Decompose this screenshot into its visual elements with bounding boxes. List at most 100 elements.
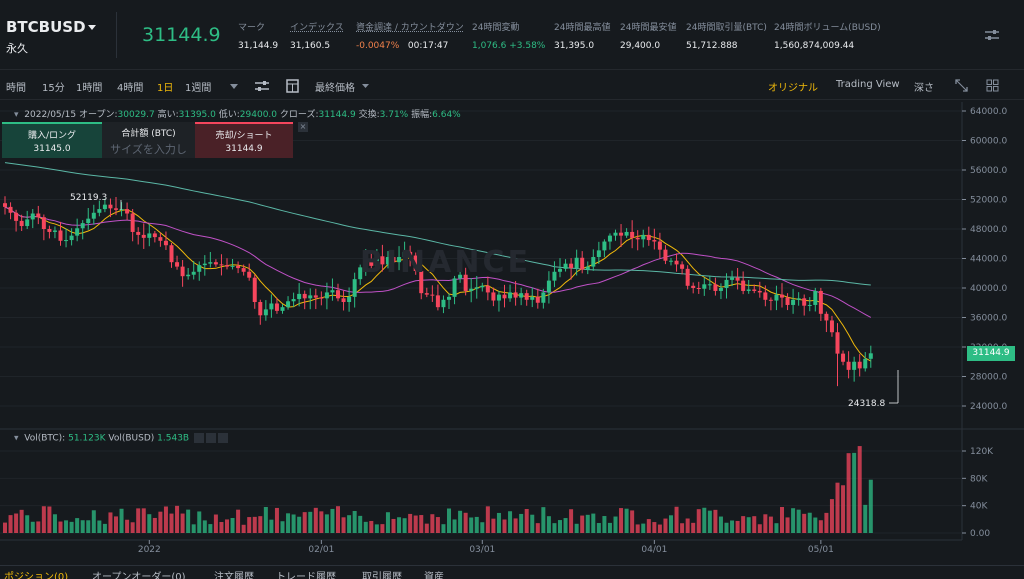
candle-body [691, 285, 696, 288]
buy-long-button[interactable]: 購入/ロング 31145.0 [2, 122, 102, 158]
candle-body [757, 290, 762, 293]
candle-body [619, 232, 624, 236]
tab-transaction-history[interactable]: 取引履歴 [362, 572, 402, 579]
volume-bar [452, 519, 457, 533]
stat-index[interactable]: インデックス 31,160.5 [290, 23, 344, 51]
indicator-settings-icon[interactable] [254, 80, 270, 93]
interval-time[interactable]: 時間 [6, 83, 26, 94]
interval-4h[interactable]: 4時間 [117, 83, 144, 94]
volume-bar [308, 511, 313, 533]
symbol-dropdown-icon[interactable] [88, 25, 96, 30]
candle-body [236, 265, 241, 269]
volume-bar [130, 522, 135, 533]
tab-trade-history[interactable]: トレード履歴 [276, 572, 336, 579]
candle-body [791, 299, 796, 305]
candle-body [591, 257, 596, 267]
volume-remove-icon[interactable] [217, 433, 228, 443]
interval-1w[interactable]: 1週間 [185, 83, 212, 94]
price-type-select[interactable]: 最終価格 [315, 83, 355, 94]
bottom-tabs: ポジション(0) オープンオーダー(0) 注文履歴 トレード履歴 取引履歴 資産 [0, 566, 1024, 579]
volume-bar [702, 507, 707, 533]
view-tradingview[interactable]: Trading View [836, 79, 900, 90]
volume-tick-label: 0.00 [970, 529, 990, 539]
time-tick-label: 05/01 [808, 545, 834, 555]
volume-bar [680, 523, 685, 533]
price-type-chevron-icon[interactable] [362, 84, 369, 89]
candle-body [480, 285, 485, 288]
stat-mark: マーク 31,144.9 [238, 23, 279, 51]
volume-bar [685, 518, 690, 533]
size-input[interactable]: サイズを入力し [110, 143, 187, 156]
candle-body [369, 260, 374, 266]
interval-1d[interactable]: 1日 [157, 83, 174, 94]
candle-body [141, 234, 146, 238]
close-order-panel-icon[interactable]: × [298, 122, 308, 132]
volume-bar [441, 524, 446, 533]
candle-body [563, 263, 568, 269]
candle-body [669, 260, 673, 262]
time-axis: 2022 02/01 03/01 04/01 05/01 [138, 540, 834, 555]
volume-bar [829, 499, 834, 533]
volume-bar [469, 517, 474, 533]
settings-sliders-icon[interactable] [984, 28, 1000, 42]
candle-body [352, 279, 357, 297]
candle-body [291, 299, 296, 302]
candle-body [685, 268, 690, 286]
volume-bar [291, 514, 296, 533]
tab-order-history[interactable]: 注文履歴 [214, 572, 254, 579]
price-axis: 64000.0 60000.0 56000.0 52000.0 48000.0 44000… [962, 107, 1007, 539]
tab-positions[interactable]: ポジション(0) [4, 572, 69, 579]
candle-body [336, 290, 340, 299]
stat-funding[interactable]: 資金調達 / カウントダウン -0.0047% 00:17:47 [356, 23, 464, 51]
more-intervals-dropdown-icon[interactable] [230, 84, 238, 90]
candle-body [52, 230, 57, 232]
volume-bar [713, 509, 718, 533]
volume-bar [591, 513, 596, 533]
tab-assets[interactable]: 資産 [424, 572, 444, 579]
volume-bar [8, 515, 13, 533]
candle-body [75, 228, 80, 236]
candle-body [813, 290, 818, 305]
candle-body [807, 304, 812, 306]
volume-bar [152, 517, 157, 533]
calculator-icon[interactable] [286, 79, 299, 93]
price-tick-label: 28000.0 [970, 373, 1007, 383]
candle-body [635, 237, 640, 240]
candle-body [341, 298, 346, 303]
volume-bar [785, 517, 790, 533]
interval-1h[interactable]: 1時間 [76, 83, 103, 94]
volume-bar [868, 479, 873, 533]
volume-bar [463, 512, 468, 533]
view-depth[interactable]: 深さ [914, 83, 934, 94]
legend-collapse-icon[interactable]: ▾ [14, 110, 19, 120]
volume-bar [69, 521, 74, 533]
layout-grid-icon[interactable] [986, 79, 999, 92]
volume-settings-icon[interactable] [205, 433, 216, 443]
candle-body [802, 298, 807, 306]
symbol-name[interactable]: BTCBUSD [6, 18, 86, 36]
view-original[interactable]: オリジナル [768, 83, 818, 94]
tab-open-orders[interactable]: オープンオーダー(0) [92, 572, 186, 579]
volume-bar [163, 506, 168, 533]
volume-bar [768, 516, 773, 533]
volume-visibility-icon[interactable] [193, 433, 204, 443]
candle-body [863, 358, 868, 369]
volume-bar [630, 510, 635, 533]
last-price-tag: 31144.9 [967, 346, 1015, 361]
interval-15m[interactable]: 15分 [42, 83, 65, 94]
sell-short-button[interactable]: 売却/ショート 31144.9 [195, 122, 293, 158]
candle-body [175, 262, 180, 267]
candle-body [680, 264, 685, 269]
candle-body [524, 293, 529, 300]
price-chart[interactable]: 64000.0 60000.0 56000.0 52000.0 48000.0 44000… [0, 102, 1024, 562]
order-size-box[interactable]: 合計額 (BTC) サイズを入力し [102, 122, 195, 158]
volume-bar [91, 510, 96, 533]
volume-bar [336, 506, 340, 533]
volume-collapse-icon[interactable]: ▾ [14, 433, 19, 444]
candle-body [702, 284, 707, 289]
volume-bar [602, 516, 607, 533]
fullscreen-icon[interactable] [955, 79, 968, 92]
candle-body [80, 223, 85, 229]
candle-body [674, 260, 679, 265]
volume-bar [813, 517, 818, 533]
